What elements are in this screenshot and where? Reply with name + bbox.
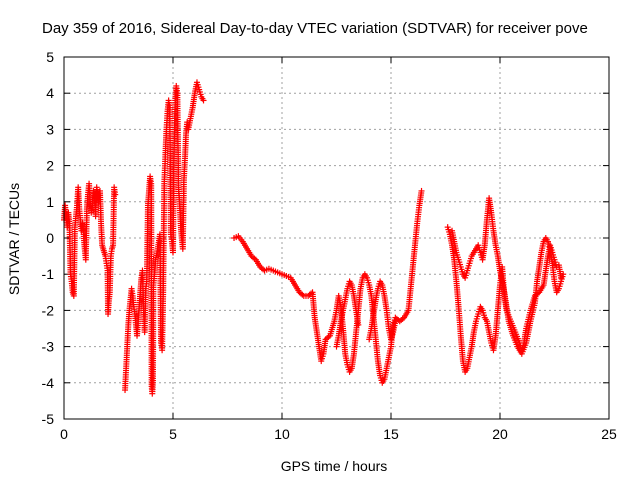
data-point bbox=[418, 187, 425, 194]
x-tick-label: 5 bbox=[169, 426, 177, 442]
data-point bbox=[200, 97, 207, 104]
data-point bbox=[560, 271, 567, 278]
y-axis-label: SDTVAR / TECUs bbox=[6, 183, 22, 295]
x-tick-label: 10 bbox=[274, 426, 290, 442]
x-axis-label: GPS time / hours bbox=[281, 458, 388, 474]
data-point bbox=[355, 321, 362, 328]
x-tick-label: 25 bbox=[601, 426, 617, 442]
x-tick-label: 20 bbox=[492, 426, 508, 442]
data-point bbox=[112, 191, 119, 198]
x-tick-label: 15 bbox=[383, 426, 399, 442]
y-tick-label: 5 bbox=[46, 49, 54, 65]
y-tick-label: 2 bbox=[46, 158, 54, 174]
y-tick-label: 3 bbox=[46, 121, 54, 137]
y-tick-label: -3 bbox=[42, 339, 55, 355]
y-tick-label: 4 bbox=[46, 85, 54, 101]
y-tick-label: -1 bbox=[42, 266, 55, 282]
y-tick-label: -2 bbox=[42, 302, 55, 318]
y-tick-label: -4 bbox=[42, 375, 55, 391]
data-point bbox=[392, 318, 399, 325]
plot-frame bbox=[63, 56, 610, 420]
y-tick-label: -5 bbox=[42, 411, 55, 427]
y-tick-label: 1 bbox=[46, 194, 54, 210]
y-tick-label: 0 bbox=[46, 230, 54, 246]
chart-title: Day 359 of 2016, Sidereal Day-to-day VTE… bbox=[42, 20, 588, 37]
data-points bbox=[61, 79, 567, 397]
x-tick-label: 0 bbox=[60, 426, 68, 442]
